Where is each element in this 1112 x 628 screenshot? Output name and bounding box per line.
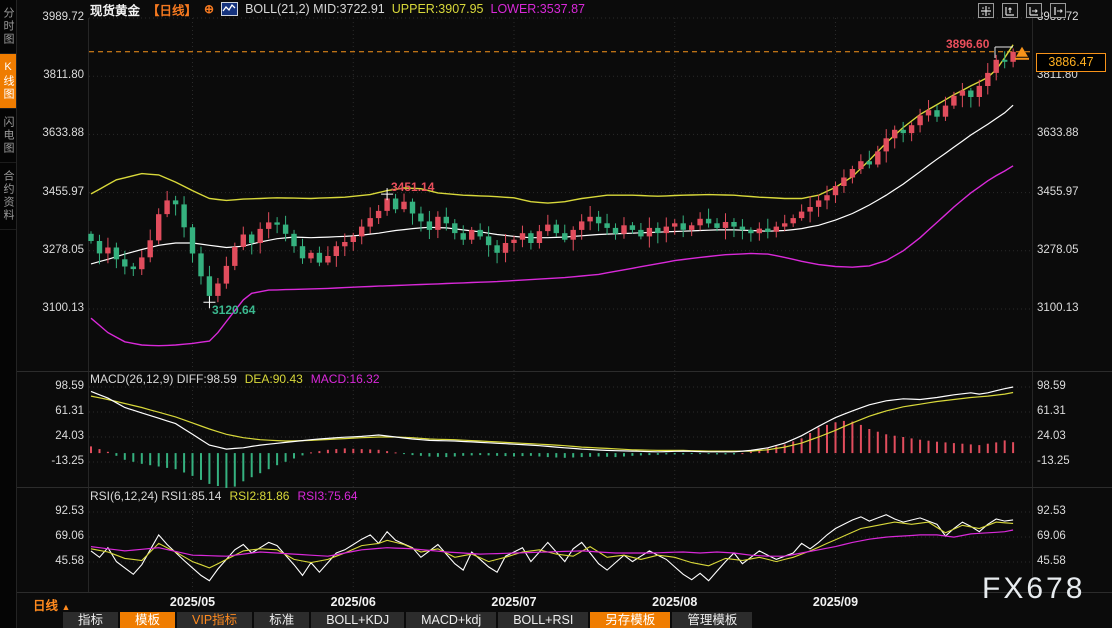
toolbar-button-4[interactable]: 标准 bbox=[254, 612, 310, 628]
price-tick-label-left: 3811.80 bbox=[43, 69, 84, 82]
x-axis-label: 2025/07 bbox=[491, 595, 537, 609]
divider-price-macd bbox=[16, 371, 1112, 372]
x-axis-label: 2025/05 bbox=[169, 595, 216, 609]
period-selector-button[interactable]: 日线 ▲ bbox=[33, 599, 71, 613]
price-tick-label-right: 3278.05 bbox=[1037, 243, 1079, 256]
price-tick-label-left: 3633.88 bbox=[42, 127, 84, 140]
rsi-tick-label-right: 45.58 bbox=[1037, 554, 1066, 567]
sidebar-tab-4[interactable]: 合约资料 bbox=[0, 163, 16, 230]
rsi-header: RSI(6,12,24) RSI1:85.14 RSI2:81.86 RSI3:… bbox=[90, 489, 358, 503]
macd-tick-label-left: 24.03 bbox=[55, 430, 84, 442]
swing-high-annotation: 3451.14 bbox=[391, 180, 435, 194]
toolbar-button-5[interactable]: BOLL+KDJ bbox=[311, 612, 405, 628]
boll-mid-readout: BOLL(21,2) MID:3722.91 bbox=[245, 2, 385, 16]
rsi-tick-label-left: 69.06 bbox=[55, 529, 84, 542]
macd-dea-line bbox=[90, 391, 1014, 452]
candlestick-layer bbox=[88, 48, 1016, 303]
plot-left-border bbox=[88, 18, 89, 592]
rsi-tick-label-right: 92.53 bbox=[1037, 505, 1066, 517]
last-price-box[interactable]: 3886.47 bbox=[1036, 53, 1106, 72]
price-tick-label-right: 3811.80 bbox=[1037, 69, 1078, 82]
rsi2-readout: RSI2:81.86 bbox=[229, 489, 290, 503]
toolbar-button-6[interactable]: MACD+kdj bbox=[406, 612, 497, 628]
rsi-tick-label-left: 92.53 bbox=[55, 505, 84, 517]
price-tick-label-right: 3100.13 bbox=[1037, 302, 1079, 314]
crosshair-icon[interactable] bbox=[978, 3, 994, 18]
price-tick-label-left: 3989.72 bbox=[42, 11, 84, 23]
sidebar-tab-2[interactable]: K线图 bbox=[0, 54, 16, 109]
toolbar-button-7[interactable]: BOLL+RSI bbox=[498, 612, 589, 628]
toolbar-button-2[interactable]: 模板 bbox=[120, 612, 176, 628]
price-tick-label-left: 3100.13 bbox=[42, 302, 84, 314]
session-high-annotation: 3896.60 bbox=[946, 37, 990, 51]
macd-dea-readout: DEA:90.43 bbox=[244, 372, 303, 386]
macd-tick-label-left: 61.31 bbox=[55, 405, 84, 417]
rsi2-line bbox=[90, 521, 1014, 569]
price-tick-label-left: 3278.05 bbox=[42, 243, 84, 256]
gridlines bbox=[89, 17, 1031, 592]
collapse-panel-icon[interactable] bbox=[1050, 3, 1066, 18]
boll-mid-line bbox=[90, 104, 1014, 265]
divider-macd-rsi bbox=[16, 487, 1112, 488]
x-axis-scale-icon[interactable] bbox=[1026, 3, 1042, 18]
rsi1-line bbox=[90, 514, 1014, 582]
rsi-title: RSI(6,12,24) RSI1:85.14 bbox=[90, 489, 222, 503]
chevron-up-icon: ▲ bbox=[61, 602, 71, 612]
boll-upper-readout: UPPER:3907.95 bbox=[391, 2, 484, 16]
price-tick-label-right: 3633.88 bbox=[1037, 127, 1079, 140]
macd-tick-label-right: -13.25 bbox=[1037, 455, 1070, 467]
add-indicator-icon[interactable]: ⊕ bbox=[204, 2, 215, 16]
period-tag[interactable]: 【日线】 bbox=[147, 3, 198, 18]
rsi-panel bbox=[90, 514, 1014, 582]
price-tick-label-right: 3455.97 bbox=[1037, 185, 1079, 198]
macd-macd-readout: MACD:16.32 bbox=[310, 372, 380, 386]
toolbar-button-8[interactable]: 另存模板 bbox=[590, 612, 671, 628]
y-axis-scale-icon[interactable] bbox=[1002, 3, 1018, 18]
x-axis-label: 2025/09 bbox=[812, 595, 859, 609]
sidebar-tab-3[interactable]: 闪电图 bbox=[0, 109, 16, 163]
macd-panel bbox=[90, 386, 1015, 488]
sidebar-tab-1[interactable]: 分时图 bbox=[0, 0, 16, 54]
rsi-tick-label-left: 45.58 bbox=[55, 554, 84, 567]
boll-lower-line bbox=[90, 165, 1014, 347]
mini-chart-icon[interactable] bbox=[221, 2, 239, 16]
x-axis-label: 2025/08 bbox=[652, 595, 698, 609]
chart-canvas[interactable] bbox=[0, 0, 1112, 592]
divider-rsi-dates bbox=[16, 592, 1112, 593]
macd-tick-label-right: 24.03 bbox=[1037, 430, 1066, 442]
chart-tool-icon-strip bbox=[978, 3, 1066, 18]
rsi3-line bbox=[90, 529, 1014, 557]
boll-upper-line bbox=[90, 44, 1014, 204]
chart-header: 现货黄金 【日线】 ⊕ BOLL(21,2) MID:3722.91 UPPER… bbox=[90, 1, 586, 18]
macd-tick-label-left: -13.25 bbox=[51, 455, 84, 467]
bottom-toolbar: 指标 模板 VIP指标 标准 BOLL+KDJ MACD+kdj BOLL+RSI 另存模板管… bbox=[63, 612, 753, 628]
bollinger-bands bbox=[90, 44, 1014, 347]
swing-low-annotation: 3120.64 bbox=[212, 303, 256, 317]
macd-header: MACD(26,12,9) DIFF:98.59 DEA:90.43 MACD:… bbox=[90, 372, 380, 386]
boll-lower-readout: LOWER:3537.87 bbox=[490, 2, 586, 16]
rsi3-readout: RSI3:75.64 bbox=[297, 489, 358, 503]
macd-tick-label-right: 61.31 bbox=[1037, 405, 1066, 417]
plot-right-border bbox=[1032, 18, 1033, 592]
sidebar-chart-mode-tabs: 分时图 K线图 闪电图 合约资料 bbox=[0, 0, 17, 628]
price-tick-label-left: 3455.97 bbox=[42, 185, 84, 198]
price-arrow-marker bbox=[1016, 46, 1028, 57]
toolbar-button-3[interactable]: VIP指标 bbox=[177, 612, 253, 628]
macd-diff-line bbox=[90, 386, 1014, 453]
macd-title: MACD(26,12,9) DIFF:98.59 bbox=[90, 372, 237, 386]
chart-markers bbox=[203, 46, 1029, 309]
rsi-tick-label-right: 69.06 bbox=[1037, 529, 1066, 542]
watermark: FX678 bbox=[982, 572, 1086, 605]
toolbar-button-9[interactable]: 管理模板 bbox=[672, 612, 753, 628]
x-axis-label: 2025/06 bbox=[330, 595, 376, 609]
macd-tick-label-left: 98.59 bbox=[55, 380, 84, 392]
toolbar-button-1[interactable]: 指标 bbox=[63, 612, 119, 628]
symbol-name: 现货黄金 bbox=[90, 3, 141, 18]
macd-tick-label-right: 98.59 bbox=[1037, 380, 1066, 392]
